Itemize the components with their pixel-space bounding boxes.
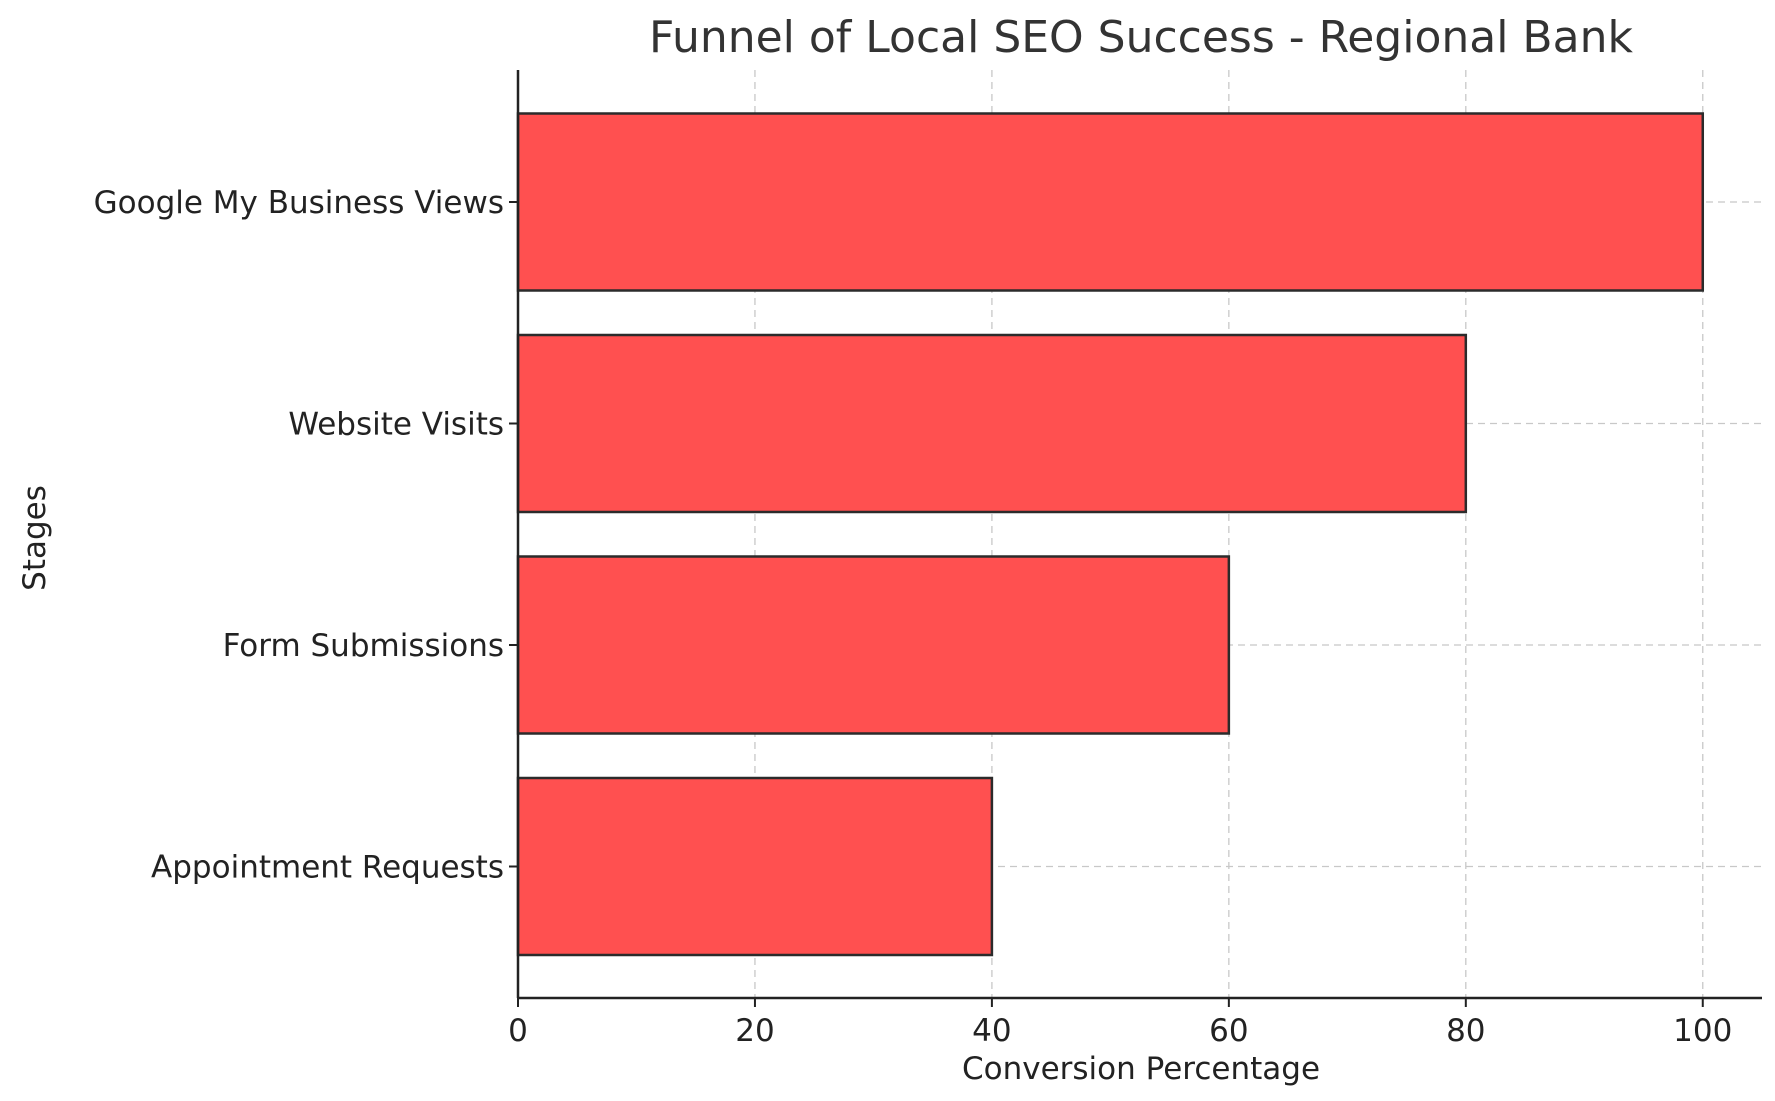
x-axis-title: Conversion Percentage bbox=[962, 1051, 1320, 1087]
axes bbox=[516, 70, 1762, 1000]
x-tick-label: 0 bbox=[508, 1013, 528, 1049]
bars bbox=[516, 112, 1705, 957]
y-tick-label: Form Submissions bbox=[223, 628, 504, 664]
bar bbox=[516, 776, 994, 957]
y-tick-label: Google My Business Views bbox=[94, 185, 504, 221]
bar bbox=[516, 555, 1231, 735]
chart-title: Funnel of Local SEO Success - Regional B… bbox=[649, 12, 1633, 63]
bar bbox=[516, 112, 1705, 292]
ticks: 0 20 40 60 80 100 Google My Business Views Webs… bbox=[94, 185, 1733, 1049]
x-tick-label: 60 bbox=[1209, 1013, 1248, 1049]
x-tick-label: 100 bbox=[1673, 1013, 1732, 1049]
y-axis-title: Stages bbox=[17, 485, 53, 591]
y-tick-label: Website Visits bbox=[288, 407, 504, 443]
bar bbox=[516, 333, 1468, 514]
x-tick-label: 80 bbox=[1446, 1013, 1485, 1049]
x-tick-label: 20 bbox=[735, 1013, 774, 1049]
x-tick-label: 40 bbox=[972, 1013, 1011, 1049]
y-tick-label: Appointment Requests bbox=[151, 850, 504, 886]
